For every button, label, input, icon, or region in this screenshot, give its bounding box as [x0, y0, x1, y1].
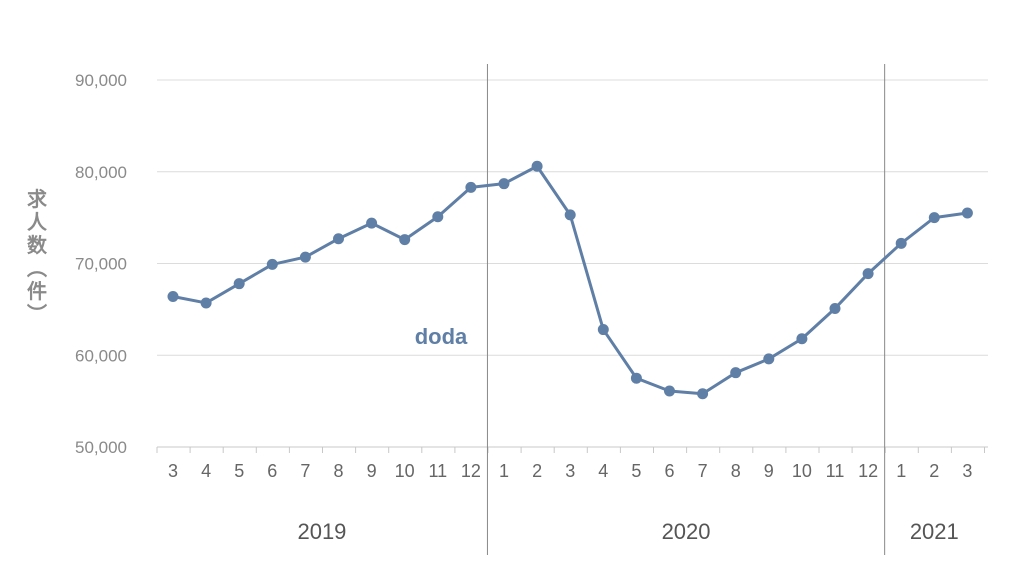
x-tick-label: 10 — [395, 461, 415, 481]
x-tick-label: 2 — [929, 461, 939, 481]
x-tick-label: 12 — [858, 461, 878, 481]
data-point — [829, 302, 841, 314]
data-point — [399, 234, 411, 246]
x-tick-label: 3 — [168, 461, 178, 481]
series-lines — [172, 164, 968, 396]
data-point — [465, 181, 477, 193]
data-point — [895, 237, 907, 249]
x-tick-label: 11 — [826, 461, 845, 481]
x-tick-label: 9 — [764, 461, 774, 481]
y-axis-label-char: ︵ — [27, 258, 47, 280]
gridlines — [157, 79, 988, 448]
data-point — [233, 278, 245, 290]
x-tick-label: 2 — [532, 461, 542, 481]
x-tick-label: 1 — [499, 461, 509, 481]
year-label: 2020 — [662, 519, 711, 544]
data-point — [299, 251, 311, 263]
data-point — [928, 212, 940, 224]
x-tick-label: 3 — [962, 461, 972, 481]
year-label: 2019 — [297, 519, 346, 544]
x-tick-label: 9 — [367, 461, 377, 481]
data-point — [730, 367, 742, 379]
x-tick-label: 11 — [428, 461, 447, 481]
data-point — [763, 353, 775, 365]
x-tick-label: 4 — [598, 461, 608, 481]
data-point — [796, 333, 808, 345]
x-tick-label: 5 — [631, 461, 641, 481]
series-points — [167, 160, 973, 400]
x-tick-label: 3 — [565, 461, 575, 481]
data-point — [167, 291, 179, 303]
x-tick-label: 10 — [792, 461, 812, 481]
x-tick-label: 8 — [731, 461, 741, 481]
y-axis-label: 求人数︵件︶ — [27, 188, 48, 326]
data-point — [664, 385, 675, 397]
x-tick-label: 7 — [300, 461, 310, 481]
y-tick-label: 90,000 — [75, 71, 127, 90]
y-tick-label: 80,000 — [75, 163, 127, 182]
y-axis-label-char: 人 — [27, 211, 48, 234]
data-point — [432, 211, 444, 223]
data-point — [498, 178, 510, 190]
y-tick-label: 60,000 — [75, 346, 127, 365]
data-point — [862, 268, 874, 280]
y-axis-label-char: ︶ — [27, 302, 47, 326]
data-point — [597, 324, 609, 336]
data-point — [333, 233, 344, 245]
y-tick-label: 70,000 — [75, 255, 127, 274]
y-axis-label-char: 求 — [27, 188, 48, 211]
data-point — [531, 160, 543, 172]
data-point — [200, 297, 212, 309]
x-tick-label: 7 — [698, 461, 708, 481]
y-axis-label-char: 数 — [27, 233, 48, 257]
x-tick-label: 4 — [201, 461, 211, 481]
x-tick-label: 5 — [234, 461, 244, 481]
x-tick-label: 6 — [267, 461, 277, 481]
data-point — [564, 209, 576, 221]
series-line — [172, 164, 968, 396]
y-tick-label: 50,000 — [75, 438, 127, 457]
y-axis-label-char: 件 — [27, 279, 47, 303]
y-axis-ticks: 50,000 60,000 70,000 80,000 90,000 — [75, 71, 127, 457]
data-point — [961, 207, 973, 219]
year-groups: 2019 2020 2021 — [297, 64, 959, 555]
x-tick-label: 8 — [333, 461, 343, 481]
year-label: 2021 — [910, 519, 959, 544]
x-tick-label: 1 — [896, 461, 906, 481]
x-tick-label: 12 — [461, 461, 481, 481]
x-axis: 3 4 5 6 7 8 9 10 11 12 1 2 3 4 5 6 7 8 9 10 11 12 1 2 3 — [156, 447, 985, 481]
data-point — [697, 388, 709, 400]
data-point — [266, 258, 278, 270]
series-label-doda: doda — [415, 324, 468, 349]
data-point — [630, 372, 642, 384]
x-tick-label: 6 — [664, 461, 674, 481]
data-point — [366, 217, 378, 229]
